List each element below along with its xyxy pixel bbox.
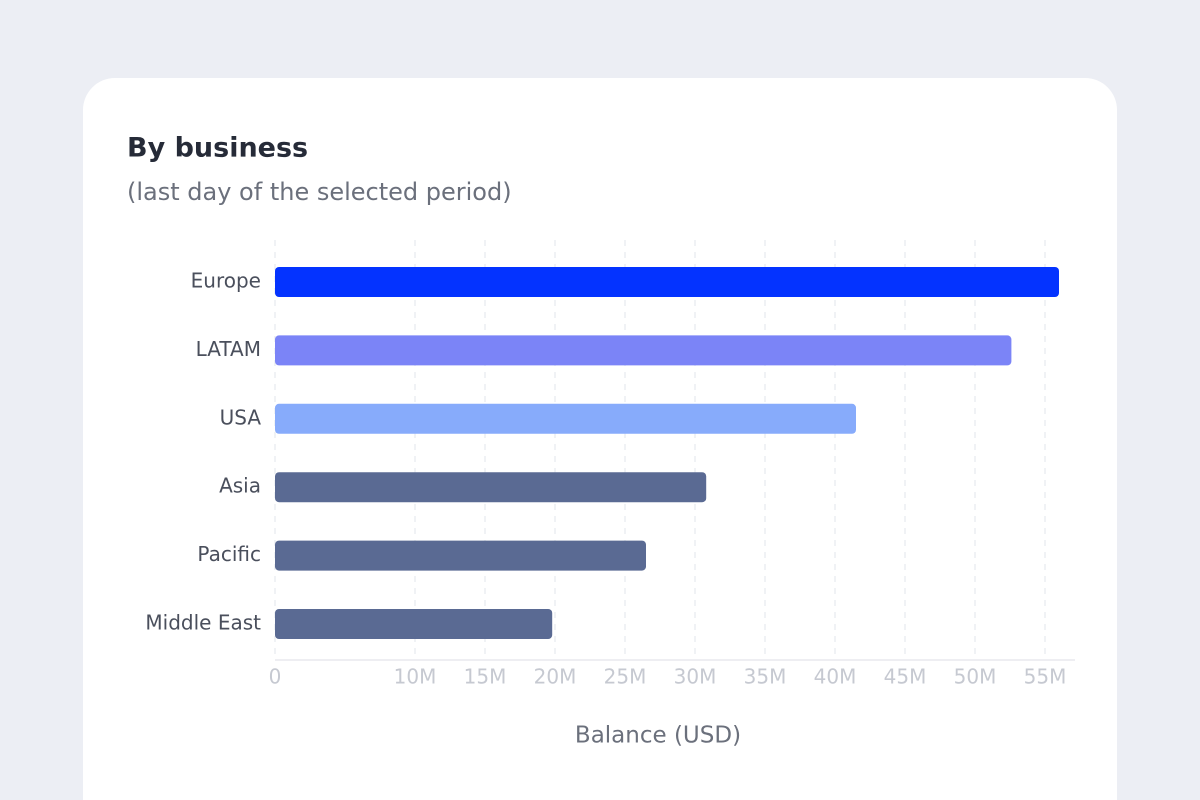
y-tick-label: Europe	[191, 269, 261, 293]
bar	[275, 267, 1059, 297]
x-tick-label: 50M	[954, 665, 997, 689]
x-tick-label: 45M	[884, 665, 927, 689]
chart-subtitle: (last day of the selected period)	[127, 178, 512, 206]
x-tick-label: 25M	[604, 665, 647, 689]
y-tick-label: USA	[220, 405, 262, 429]
chart-title: By business	[127, 133, 308, 164]
bar	[275, 335, 1012, 366]
x-tick-label: 35M	[744, 665, 787, 689]
bar	[275, 540, 646, 571]
x-tick-label: 40M	[814, 665, 857, 689]
x-tick-label: 10M	[394, 665, 437, 689]
x-tick-label: 55M	[1024, 665, 1067, 689]
x-tick-label: 15M	[464, 665, 507, 689]
x-tick-label: 20M	[534, 665, 577, 689]
x-axis-title: Balance (USD)	[575, 723, 741, 749]
y-tick-label: Asia	[219, 474, 261, 498]
bar	[275, 403, 856, 434]
bar	[275, 472, 707, 503]
bar	[275, 609, 553, 639]
y-tick-label: Pacific	[197, 542, 261, 566]
y-tick-label: Middle East	[145, 611, 261, 635]
x-tick-label: 30M	[674, 665, 717, 689]
x-tick-label: 0	[269, 665, 282, 689]
y-tick-label: LATAM	[196, 337, 261, 361]
